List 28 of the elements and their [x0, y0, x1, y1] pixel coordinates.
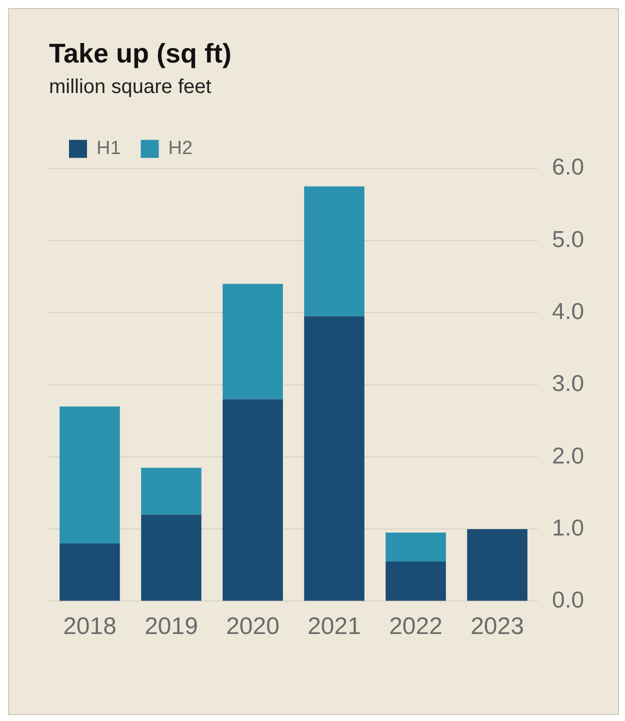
- bar: [222, 284, 283, 400]
- y-tick-label: 2.0: [552, 442, 584, 468]
- y-tick-label: 6.0: [552, 154, 584, 180]
- x-tick-label: 2018: [63, 613, 116, 640]
- y-tick-label: 4.0: [552, 298, 584, 324]
- bar: [304, 316, 364, 601]
- bar: [141, 514, 202, 601]
- chart-title: Take up (sq ft): [49, 38, 232, 69]
- bar: [304, 186, 364, 316]
- y-tick-label: 0.0: [552, 586, 584, 613]
- bar: [60, 406, 120, 544]
- bar: [467, 529, 528, 601]
- bar: [141, 468, 202, 515]
- legend-label: H1: [96, 138, 121, 160]
- y-tick-label: 1.0: [552, 514, 584, 540]
- chart-subtitle: million square feet: [49, 76, 212, 98]
- bar: [60, 543, 120, 601]
- x-tick-label: 2019: [144, 613, 198, 640]
- bar: [222, 399, 283, 601]
- bar: [386, 532, 446, 562]
- y-tick-label: 5.0: [552, 226, 584, 252]
- x-tick-label: 2022: [389, 613, 442, 640]
- legend-label: H2: [168, 138, 193, 160]
- x-tick-label: 2020: [226, 613, 280, 640]
- bar: [386, 562, 446, 601]
- y-tick-label: 3.0: [552, 370, 584, 396]
- x-tick-label: 2021: [308, 613, 361, 640]
- x-tick-label: 2023: [470, 613, 524, 640]
